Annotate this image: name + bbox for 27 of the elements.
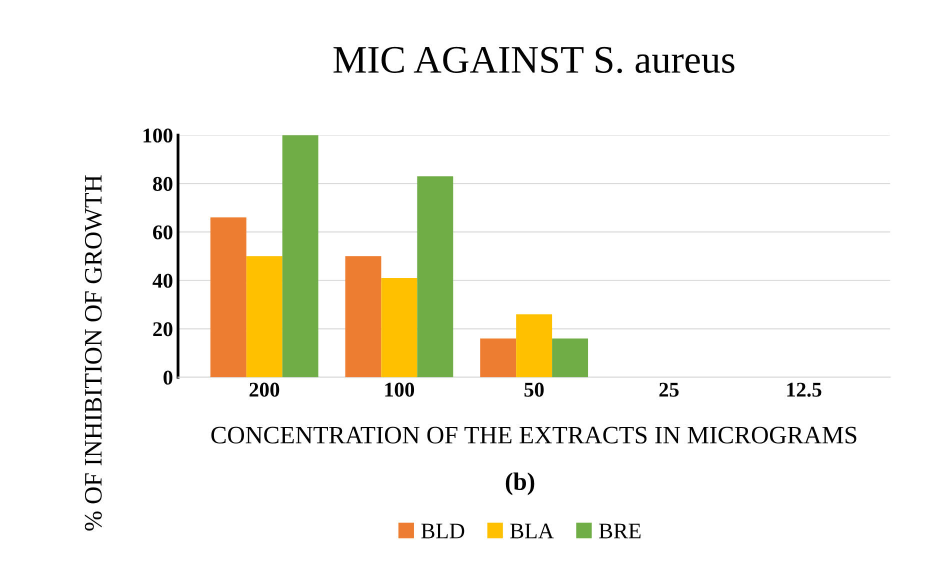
x-tick-label: 12.5 bbox=[787, 382, 822, 397]
bar bbox=[210, 217, 246, 378]
legend-label: BLD bbox=[421, 524, 464, 538]
chart-title: MIC AGAINST S. aureus bbox=[334, 46, 734, 74]
bar bbox=[381, 278, 418, 378]
bar bbox=[282, 135, 318, 378]
text: (b) bbox=[506, 472, 534, 496]
x-tick-label: 200 bbox=[250, 382, 280, 397]
y-tick-label: 40 bbox=[152, 274, 172, 288]
y-tick-label: 60 bbox=[153, 225, 172, 240]
x-tick-label: 25 bbox=[659, 382, 679, 397]
bar bbox=[417, 176, 454, 378]
x-tick-label: 100 bbox=[385, 382, 414, 397]
x-tick-label: 50 bbox=[524, 382, 544, 397]
y-tick-label: 100 bbox=[144, 128, 172, 143]
bar bbox=[516, 314, 552, 378]
y-tick-label: 80 bbox=[153, 176, 172, 191]
y-axis-title: % OF INHIBITION OF GROWTH bbox=[84, 175, 102, 531]
bar bbox=[480, 338, 516, 378]
y-tick-label: 0 bbox=[164, 370, 172, 385]
bar bbox=[246, 256, 282, 378]
bar bbox=[552, 338, 588, 378]
x-axis-title: CONCENTRATION OF THE EXTRACTS IN MICROGRAMS bbox=[211, 426, 856, 444]
bar bbox=[345, 256, 382, 378]
legend-label: BRE bbox=[599, 524, 641, 538]
y-tick-label: 20 bbox=[153, 322, 172, 336]
legend-label: BLA bbox=[510, 524, 554, 538]
